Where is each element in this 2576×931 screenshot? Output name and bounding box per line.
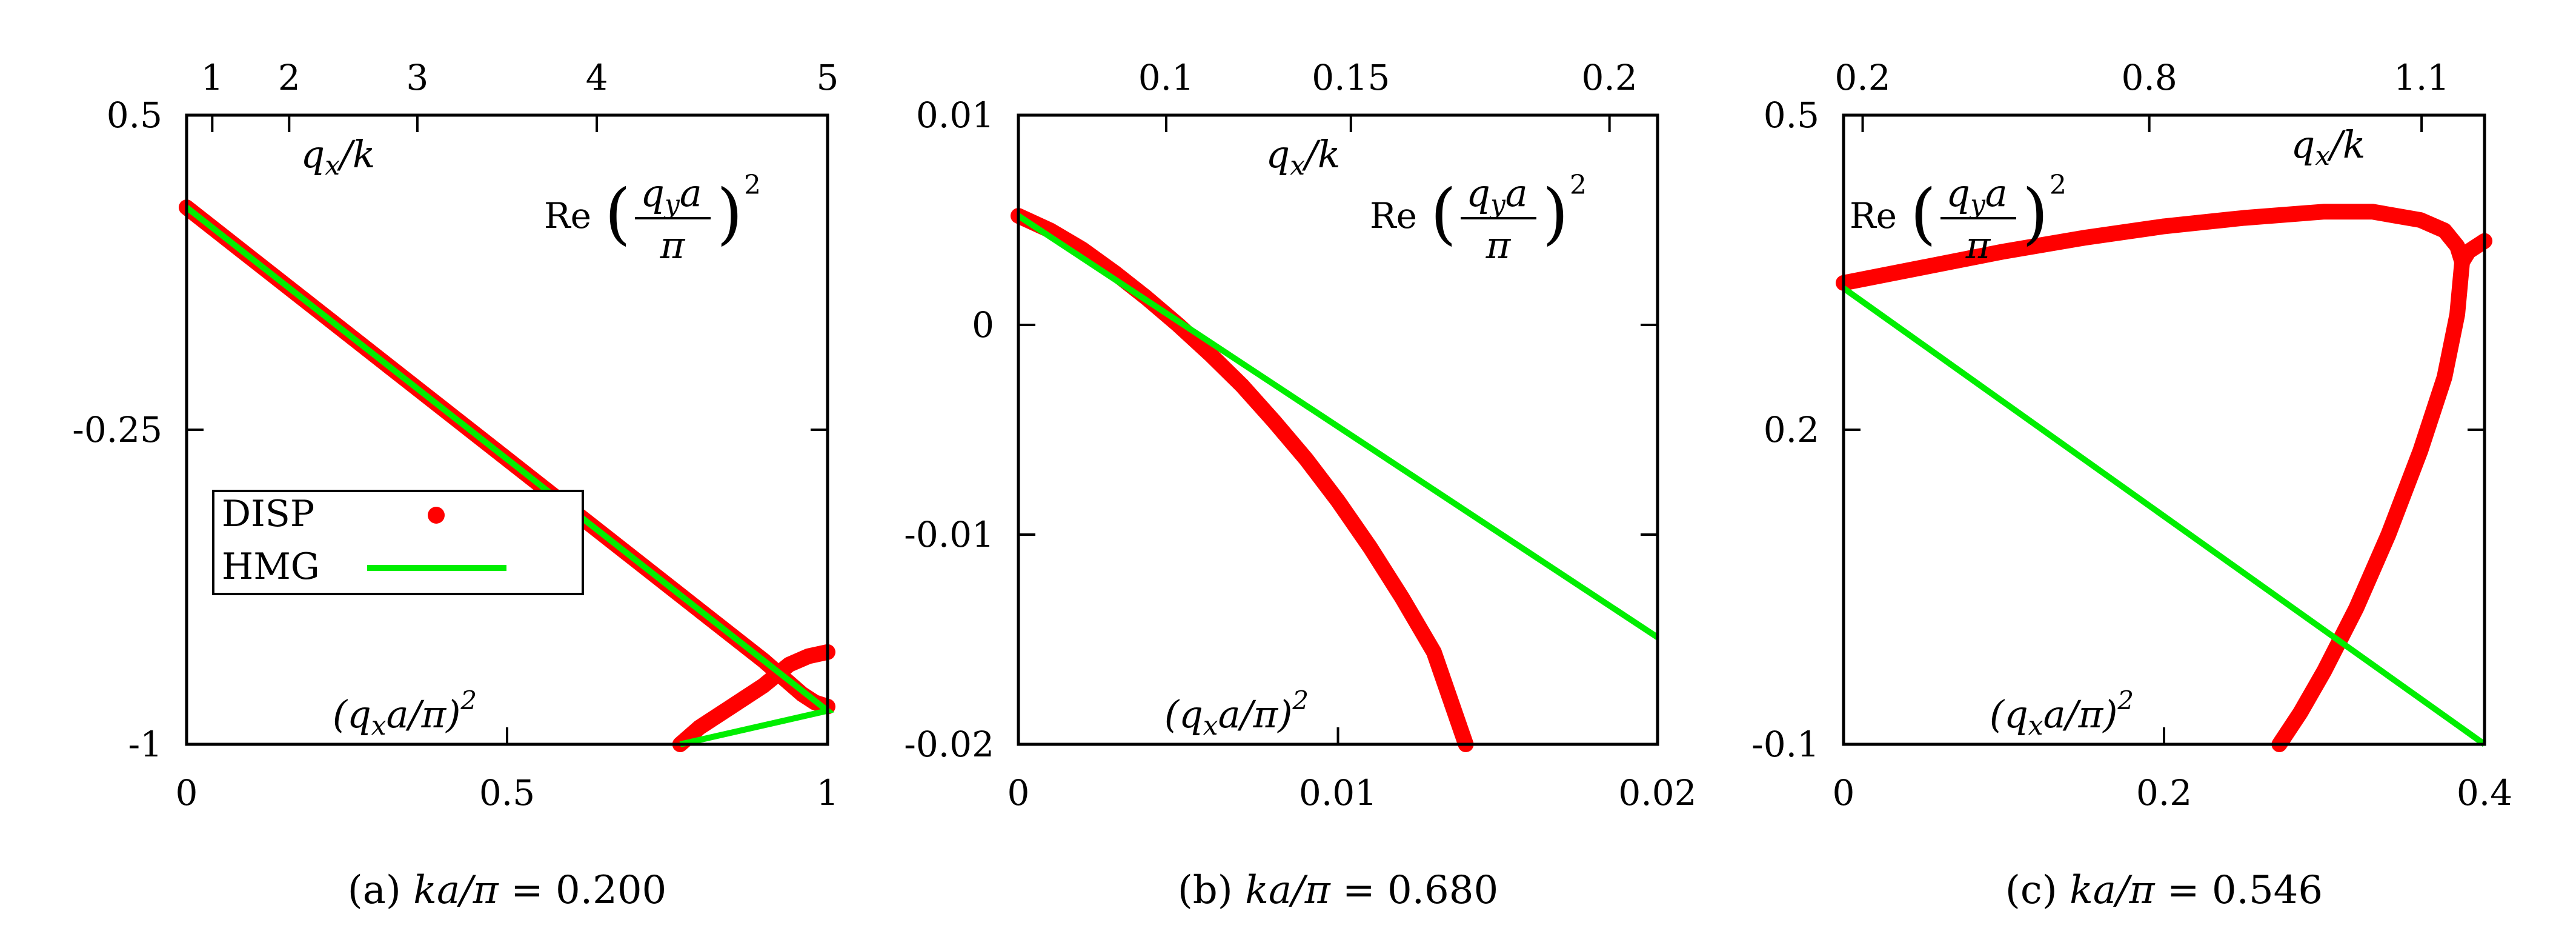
y-label-paren-right: ) [2022,175,2048,252]
top-tick-label: 1.1 [2394,57,2449,98]
y-label-numerator: qya [640,171,702,220]
y-tick-label: -1 [128,724,163,765]
y-label-paren-right: ) [1542,175,1569,252]
x-axis-label: (qxa/π)2 [1990,686,2134,741]
y-label-numerator: qya [1946,171,2008,220]
y-tick-label: 0 [972,304,994,345]
y-tick-label: 0.5 [1764,95,1819,136]
top-tick-label: 5 [817,57,839,98]
y-label-denominator: π [660,223,686,267]
y-label-exponent: 2 [1570,170,1587,201]
y-label-paren-left: ( [1430,175,1456,252]
hmg-series-line [1017,213,1659,640]
disp-series-2 [2271,254,2470,752]
x-tick-label: 0.02 [1618,772,1696,813]
x-tick-label: 0.4 [2457,772,2512,813]
y-label-paren-left: ( [605,175,631,252]
legend-marker-disp [428,507,445,524]
top-tick-label: 0.8 [2122,57,2177,98]
y-tick-label: -0.1 [1751,724,1819,765]
y-tick-label: -0.02 [904,724,994,765]
top-tick-label: 4 [586,57,608,98]
legend: DISP HMG [212,490,584,595]
y-label-exponent: 2 [2050,170,2066,201]
y-label-exponent: 2 [744,170,761,201]
top-tick-label: 0.1 [1138,57,1194,98]
legend-label-hmg: HMG [222,546,320,588]
y-label-denominator: π [1486,223,1512,267]
panel-caption: (b) ka/π = 0.680 [1178,868,1498,913]
disp-series-1 [1011,208,1474,752]
y-tick-label: -0.25 [72,409,162,450]
chart-panel-1: 0 0.5 1 0.5 -0.25 -1 1 2 3 4 5 (qxa/π)2 qx/k Re (qyaπ)… [72,57,838,913]
panel-caption: (a) ka/π = 0.200 [348,868,667,913]
legend-label-disp: DISP [222,493,314,535]
top-axis-label: qx/k [1266,132,1341,181]
disp-series-2 [672,644,835,752]
y-label-paren-right: ) [717,175,743,252]
y-label-re: Re [1850,195,1897,236]
x-tick-label: 0.2 [2136,772,2192,813]
hmg-series-line [184,205,835,747]
legend-box [212,490,584,595]
y-label-denominator: π [1965,223,1991,267]
x-axis-label: (qxa/π)2 [333,686,477,741]
x-tick-label: 0 [1007,772,1030,813]
y-tick-label: 0.01 [916,95,994,136]
y-tick-label: -0.01 [904,514,994,555]
chart-panel-3: 0 0.2 0.4 0.5 0.2 -0.1 0.2 0.8 1.1 (qxa/π)2 qx/k Re… [1751,57,2512,913]
x-tick-label: 0 [176,772,198,813]
top-axis-label: qx/k [301,132,376,181]
x-tick-label: 0.01 [1299,772,1377,813]
top-tick-label: 1 [201,57,224,98]
top-tick-label: 0.2 [1582,57,1638,98]
panel-caption: (c) ka/π = 0.546 [2005,868,2323,913]
disp-series-1 [1836,204,2492,291]
x-tick-label: 0 [1833,772,1855,813]
top-tick-label: 0.2 [1834,57,1890,98]
y-label-re: Re [1370,195,1417,236]
y-tick-label: 0.5 [107,95,162,136]
y-label-numerator: qya [1466,171,1528,220]
chart-panel-2: 0 0.01 0.02 0.01 0 -0.01 -0.02 0.1 0.15 0.2 (qxa/π… [904,57,1696,913]
top-tick-label: 2 [278,57,300,98]
x-axis-label: (qxa/π)2 [1164,686,1309,741]
top-tick-label: 3 [406,57,428,98]
top-tick-label: 0.15 [1312,57,1390,98]
y-label-re: Re [544,195,591,236]
y-tick-label: 0.2 [1764,409,1819,450]
y-label-paren-left: ( [1910,175,1936,252]
hmg-series-line [1842,285,2486,747]
x-tick-label: 0.5 [479,772,535,813]
x-tick-label: 1 [817,772,839,813]
top-axis-label: qx/k [2291,122,2366,172]
